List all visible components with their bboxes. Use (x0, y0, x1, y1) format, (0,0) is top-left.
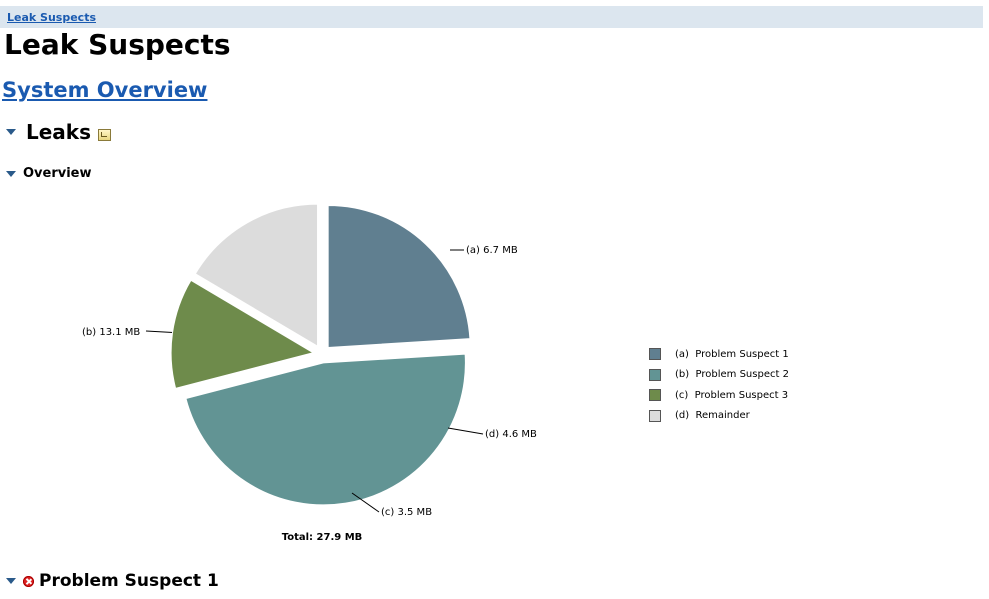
pie-slice-d[interactable] (194, 203, 319, 348)
legend-item-a: (a) Problem Suspect 1 (649, 344, 789, 365)
legend-swatch-b (649, 368, 661, 381)
breadcrumb-link-leak-suspects[interactable]: Leak Suspects (7, 11, 96, 24)
leaks-section-header: Leaks (6, 118, 112, 146)
problem-suspect-1-title: Problem Suspect 1 (39, 571, 219, 591)
legend-label-b: (b) Problem Suspect 2 (675, 369, 789, 381)
slice-label-b: (b) 13.1 MB (82, 327, 140, 338)
pie-slice-c[interactable] (170, 279, 315, 389)
slice-label-c: (c) 3.5 MB (381, 507, 432, 518)
legend-swatch-a (649, 348, 661, 361)
legend-label-c: (c) Problem Suspect 3 (675, 389, 789, 401)
slice-label-leader-c (351, 492, 380, 513)
legend-label-d: (d) Remainder (675, 410, 750, 422)
collapse-triangle-icon[interactable] (6, 129, 16, 135)
error-icon (23, 575, 34, 587)
report-details-icon[interactable] (98, 129, 112, 141)
slice-label-d: (d) 4.6 MB (485, 429, 537, 440)
system-overview-link[interactable]: System Overview (2, 78, 208, 102)
breadcrumb: Leak Suspects (0, 6, 983, 28)
overview-section-title: Overview (23, 166, 92, 181)
legend-swatch-d (649, 409, 661, 422)
overview-section-header: Overview (6, 165, 92, 183)
legend-item-b: (b) Problem Suspect 2 (649, 365, 789, 386)
problem-suspect-1-header: Problem Suspect 1 (6, 570, 219, 592)
chart-legend: (a) Problem Suspect 1 (b) Problem Suspect… (649, 344, 789, 426)
legend-item-d: (d) Remainder (649, 406, 789, 427)
leaks-section-title: Leaks (26, 120, 92, 144)
pie-slice-a[interactable] (327, 204, 471, 348)
legend-label-a: (a) Problem Suspect 1 (675, 348, 789, 360)
collapse-triangle-icon[interactable] (6, 578, 16, 584)
legend-item-c: (c) Problem Suspect 3 (649, 385, 789, 406)
legend-swatch-c (649, 389, 661, 402)
pie-slice-b[interactable] (185, 353, 466, 506)
slice-label-leader-d (447, 427, 484, 435)
page-title: Leak Suspects (4, 28, 231, 61)
collapse-triangle-icon[interactable] (6, 171, 16, 177)
slice-label-a: (a) 6.7 MB (466, 245, 518, 256)
chart-total-label: Total: 27.9 MB (282, 532, 363, 543)
